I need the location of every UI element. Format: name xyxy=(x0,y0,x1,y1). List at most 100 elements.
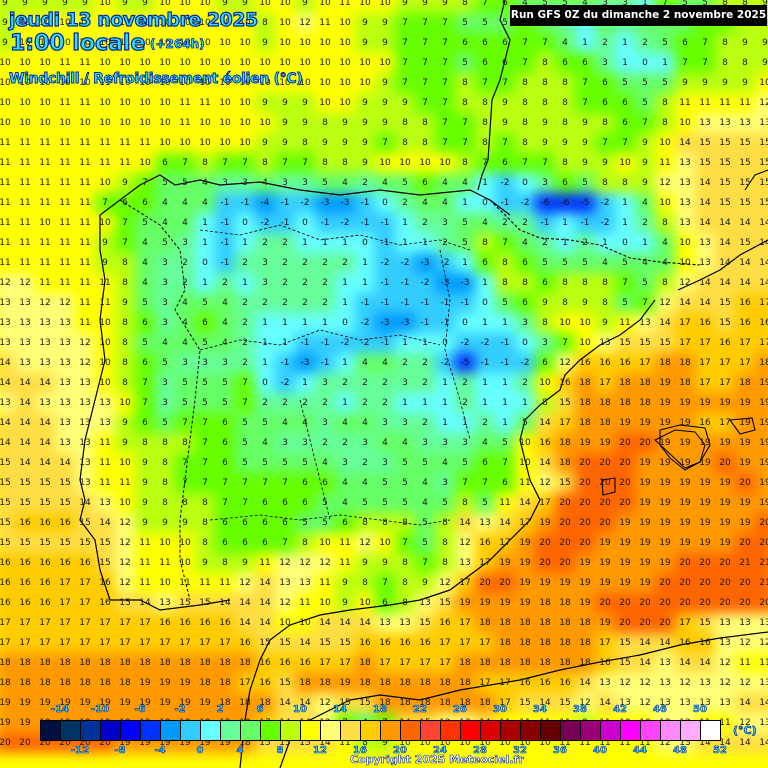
grid-value: 13 xyxy=(59,438,71,448)
grid-value: 19 xyxy=(459,598,471,608)
grid-value: 17 xyxy=(19,618,31,628)
grid-value: 8 xyxy=(402,518,408,528)
legend-label-top: 10 xyxy=(293,704,308,716)
grid-value: 18 xyxy=(579,658,591,668)
grid-value: 5 xyxy=(302,518,308,528)
legend-label-top: 22 xyxy=(413,704,428,716)
grid-value: 12 xyxy=(759,98,768,108)
grid-value: 14 xyxy=(219,598,231,608)
grid-value: 15 xyxy=(259,738,271,748)
grid-value: 20 xyxy=(479,578,491,588)
grid-value: 12 xyxy=(59,298,71,308)
grid-value: 1 xyxy=(462,418,468,428)
grid-value: -1 xyxy=(380,218,390,228)
grid-value: 20 xyxy=(579,538,591,548)
legend-label-top: -6 xyxy=(134,704,146,716)
grid-value: 0 xyxy=(482,198,488,208)
grid-value: 6 xyxy=(262,518,268,528)
grid-value: -2 xyxy=(400,258,410,268)
grid-value: 11 xyxy=(79,218,91,228)
grid-value: -2 xyxy=(260,218,270,228)
grid-value: 11 xyxy=(19,238,31,248)
grid-value: 4 xyxy=(442,178,448,188)
grid-value: 6 xyxy=(222,458,228,468)
grid-value: 2 xyxy=(322,298,328,308)
grid-value: 8 xyxy=(322,118,328,128)
grid-value: 8 xyxy=(302,538,308,548)
grid-value: 14 xyxy=(19,418,31,428)
grid-value: 19 xyxy=(679,458,691,468)
grid-value: 8 xyxy=(402,598,408,608)
grid-value: 4 xyxy=(562,38,568,48)
grid-value: 17 xyxy=(679,338,691,348)
grid-value: 6 xyxy=(142,358,148,368)
grid-value: 8 xyxy=(442,518,448,528)
grid-value: -1 xyxy=(420,318,430,328)
grid-value: 0 xyxy=(262,378,268,388)
grid-value: 2 xyxy=(282,398,288,408)
grid-value: 8 xyxy=(362,738,368,748)
grid-value: 11 xyxy=(119,38,131,48)
grid-value: 8 xyxy=(402,578,408,588)
legend-swatch xyxy=(301,721,321,740)
grid-value: 13 xyxy=(719,698,731,708)
grid-value: 19 xyxy=(99,698,111,708)
grid-value: 10 xyxy=(419,738,431,748)
grid-value: 3 xyxy=(402,418,408,428)
grid-value: 1 xyxy=(402,398,408,408)
grid-value: 11 xyxy=(559,738,571,748)
grid-value: 20 xyxy=(679,578,691,588)
grid-value: 13 xyxy=(699,118,711,128)
grid-value: 19 xyxy=(159,738,171,748)
grid-value: 3 xyxy=(242,178,248,188)
grid-value: 9 xyxy=(362,558,368,568)
legend-swatch xyxy=(521,721,541,740)
grid-value: 5 xyxy=(522,418,528,428)
legend-label-top: 2 xyxy=(216,704,224,716)
grid-value: 14 xyxy=(19,438,31,448)
grid-value: 8 xyxy=(382,518,388,528)
grid-value: 5 xyxy=(202,378,208,388)
grid-value: 9 xyxy=(602,318,608,328)
grid-value: 19 xyxy=(579,558,591,568)
grid-value: 19 xyxy=(19,698,31,708)
grid-value: 16 xyxy=(279,658,291,668)
grid-value: 20 xyxy=(599,458,611,468)
grid-value: 8 xyxy=(162,438,168,448)
grid-value: -2 xyxy=(340,338,350,348)
grid-value: 19 xyxy=(759,398,768,408)
grid-value: 11 xyxy=(79,158,91,168)
grid-value: 6 xyxy=(602,98,608,108)
grid-value: 12 xyxy=(579,698,591,708)
grid-value: 17 xyxy=(539,498,551,508)
grid-value: 3 xyxy=(162,318,168,328)
legend-label-top: 26 xyxy=(453,704,468,716)
grid-value: 16 xyxy=(599,358,611,368)
grid-value: 6 xyxy=(622,118,628,128)
grid-value: 17 xyxy=(499,538,511,548)
grid-value: 17 xyxy=(699,378,711,388)
grid-value: 10 xyxy=(199,138,211,148)
grid-value: 10 xyxy=(99,358,111,368)
grid-value: 14 xyxy=(359,618,371,628)
grid-value: -2 xyxy=(600,218,610,228)
grid-value: 14 xyxy=(459,518,471,528)
grid-value: 5 xyxy=(162,418,168,428)
grid-value: 10 xyxy=(559,318,571,328)
grid-value: 10 xyxy=(139,118,151,128)
grid-value: 20 xyxy=(79,738,91,748)
grid-value: 6 xyxy=(502,38,508,48)
grid-value: 15 xyxy=(759,178,768,188)
grid-value: 20 xyxy=(719,578,731,588)
grid-value: 3 xyxy=(402,378,408,388)
grid-value: 10 xyxy=(159,0,171,8)
grid-value: 5 xyxy=(562,0,568,8)
grid-value: 6 xyxy=(142,198,148,208)
grid-value: 8 xyxy=(122,318,128,328)
grid-value: 10 xyxy=(0,98,11,108)
grid-value: 14 xyxy=(719,218,731,228)
grid-value: -3 xyxy=(420,258,430,268)
grid-value: 3 xyxy=(602,0,608,8)
